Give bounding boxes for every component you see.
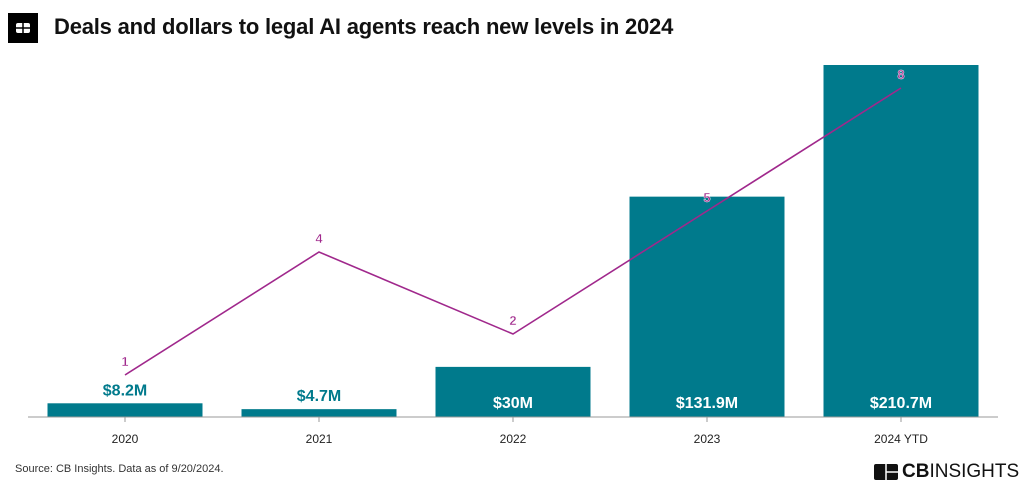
deal-count-label: 4 [315, 231, 323, 246]
deal-count-label: 8 [897, 67, 904, 82]
deals-line [124, 87, 902, 376]
bar-label: $8.2M [103, 382, 147, 399]
bar-label: $131.9M [676, 395, 738, 412]
chart-title: Deals and dollars to legal AI agents rea… [54, 14, 674, 39]
x-tick-label: 2024 YTD [874, 432, 928, 446]
source-note: Source: CB Insights. Data as of 9/20/202… [15, 463, 224, 475]
bar-label: $4.7M [297, 388, 341, 405]
cb-insights-logo: CBINSIGHTS [874, 461, 1019, 483]
x-tick-label: 2022 [500, 432, 527, 446]
bar-2023 [629, 196, 785, 417]
bar-2021 [241, 409, 397, 417]
x-tick-label: 2023 [694, 432, 721, 446]
bar-label: $210.7M [870, 395, 932, 412]
deal-count-label: 2 [509, 313, 516, 328]
deal-count-label: 1 [121, 354, 128, 369]
bar-2024 YTD [823, 65, 979, 417]
brand-rest: INSIGHTS [929, 461, 1020, 482]
bar-2020 [47, 403, 203, 417]
cb-logo-icon [8, 13, 38, 43]
x-tick-label: 2021 [306, 432, 333, 446]
cb-mark-icon [874, 464, 898, 480]
bar-2022 [435, 366, 591, 417]
deal-count-label: 5 [703, 190, 710, 205]
x-tick-label: 2020 [112, 432, 139, 446]
bar-label: $30M [493, 395, 533, 412]
brand-bold: CB [902, 461, 930, 482]
